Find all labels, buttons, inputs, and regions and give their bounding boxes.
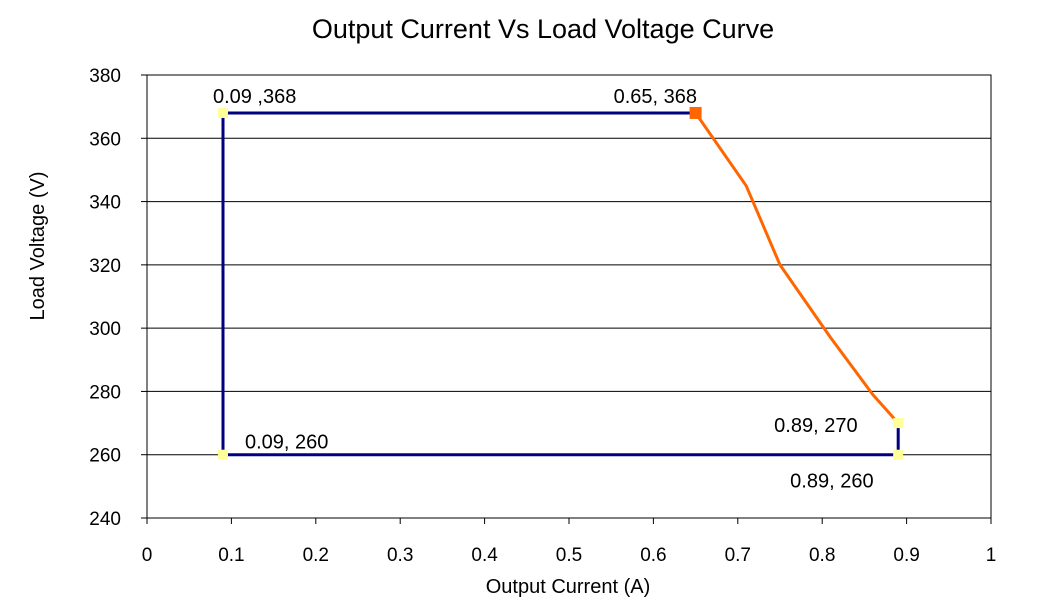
chart-title: Output Current Vs Load Voltage Curve <box>312 14 774 44</box>
series-line-2 <box>694 112 900 425</box>
data-label: 0.65, 368 <box>614 86 697 108</box>
plot-area <box>146 74 992 519</box>
x-tick-label: 0.2 <box>303 545 329 566</box>
annotations: 0.09 ,368 0.65, 368 0.09, 260 0.89, 270 0.89… <box>213 86 874 493</box>
x-tick-label: 0 <box>142 545 153 566</box>
y-axis-label: Load Voltage (V) <box>27 172 49 321</box>
data-point-marker <box>893 449 904 460</box>
y-tick-label: 260 <box>89 446 121 467</box>
data-point-marker <box>217 107 228 118</box>
x-tick-label: 0.4 <box>471 545 498 566</box>
series-line-1 <box>221 111 900 457</box>
x-tick-label: 0.6 <box>640 545 666 566</box>
x-tick-label: 0.5 <box>556 545 582 566</box>
x-tick-label: 0.8 <box>809 545 835 566</box>
series-group <box>217 106 904 460</box>
tick-labels: 240 260 280 300 320 340 360 380 0 0.1 0.2 0.3 0.4 0.5… <box>89 66 996 566</box>
data-label: 0.89, 260 <box>790 471 873 493</box>
x-tick-label: 0.1 <box>218 545 244 566</box>
y-tick-label: 320 <box>89 256 121 277</box>
y-tick-label: 360 <box>89 129 121 150</box>
data-point-marker <box>893 418 904 429</box>
y-tick-label: 280 <box>89 382 121 403</box>
x-tick-label: 0.3 <box>387 545 413 566</box>
x-tick-label: 0.9 <box>893 545 919 566</box>
x-axis-label: Output Current (A) <box>486 576 651 598</box>
data-label: 0.89, 270 <box>774 415 857 437</box>
data-label: 0.09, 260 <box>245 432 328 454</box>
data-label: 0.09 ,368 <box>213 86 296 108</box>
gridlines <box>141 74 992 524</box>
x-tick-label: 0.7 <box>725 545 751 566</box>
y-tick-label: 340 <box>89 193 121 214</box>
data-point-marker <box>217 449 228 460</box>
x-tick-label: 1 <box>986 545 997 566</box>
y-tick-label: 240 <box>89 509 121 530</box>
data-point-marker <box>689 106 702 119</box>
y-tick-label: 300 <box>89 319 121 340</box>
y-tick-label: 380 <box>89 66 121 87</box>
